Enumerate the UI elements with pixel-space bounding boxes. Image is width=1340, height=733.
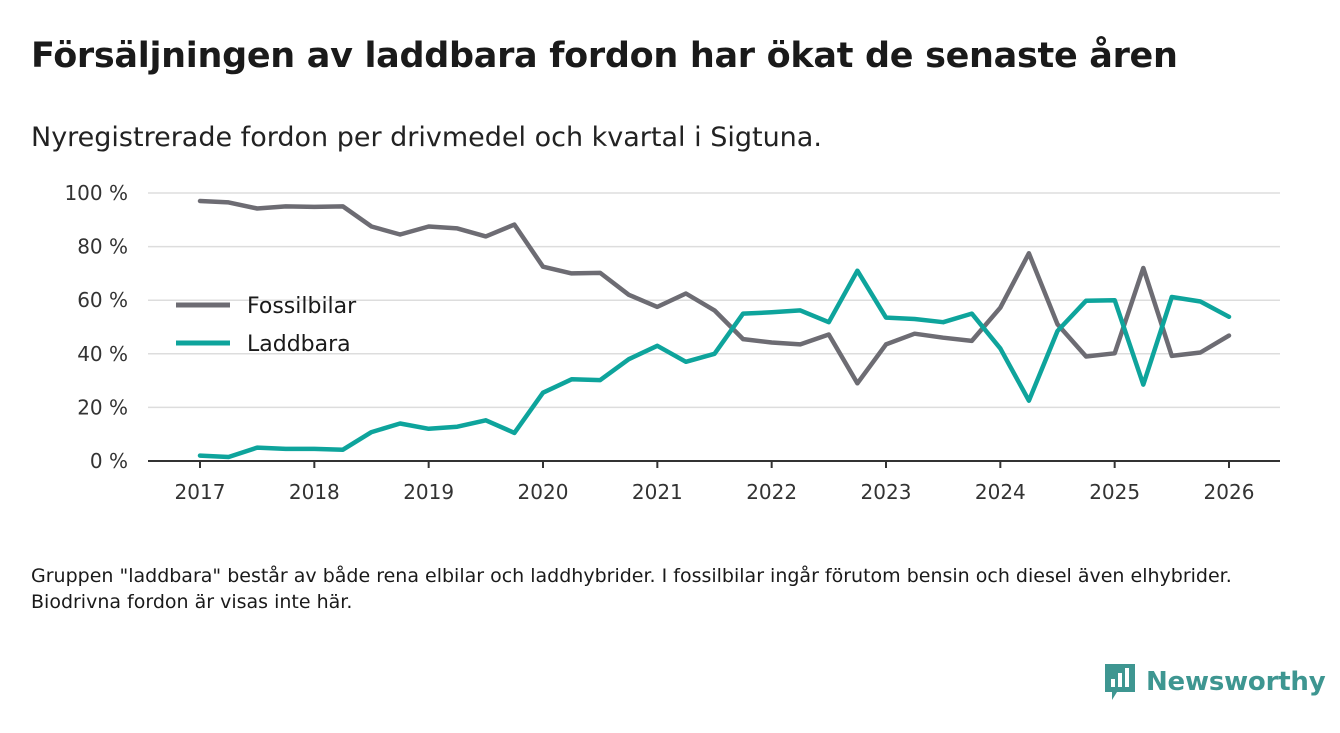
- legend-label-laddbara: Laddbara: [247, 332, 351, 357]
- series-line-fossilbilar: [197, 198, 1232, 386]
- legend-label-fossilbilar: Fossilbilar: [247, 294, 357, 319]
- y-tick-label: 0 %: [90, 449, 128, 473]
- chart-subtitle: Nyregistrerade fordon per drivmedel och …: [31, 122, 822, 153]
- x-tick-label: 2020: [518, 480, 569, 504]
- x-tick-label: 2022: [746, 480, 797, 504]
- x-tick-label: 2025: [1089, 480, 1140, 504]
- y-axis-labels: 0 % 20 % 40 % 60 % 80 % 100 %: [64, 181, 128, 473]
- series-lines: [197, 198, 1232, 460]
- x-tick-label: 2019: [403, 480, 454, 504]
- x-tick-label: 2018: [289, 480, 340, 504]
- line-chart: 0 % 20 % 40 % 60 % 80 % 100 % 2017 2018 2019 202…: [64, 181, 1280, 504]
- y-tick-label: 60 %: [77, 288, 128, 312]
- y-tick-label: 100 %: [64, 181, 128, 205]
- brand-logo[interactable]: Newsworthy: [1103, 662, 1326, 702]
- x-tick-label: 2024: [975, 480, 1026, 504]
- brand-name: Newsworthy: [1146, 667, 1326, 697]
- x-axis: 2017 2018 2019 2020 2021 2022 2023 2024 2025 2026: [148, 460, 1280, 504]
- y-tick-label: 20 %: [77, 395, 128, 419]
- legend: Fossilbilar Laddbara: [176, 294, 357, 357]
- x-tick-label: 2026: [1204, 480, 1255, 504]
- series-line-laddbara: [197, 268, 1232, 460]
- y-tick-label: 80 %: [77, 235, 128, 259]
- footnote: Gruppen "laddbara" består av både rena e…: [31, 565, 1232, 613]
- y-tick-label: 40 %: [77, 342, 128, 366]
- chart-title: Försäljningen av laddbara fordon har öka…: [31, 36, 1178, 76]
- newsworthy-logo-icon: [1105, 664, 1135, 700]
- x-tick-label: 2023: [861, 480, 912, 504]
- x-tick-label: 2017: [175, 480, 226, 504]
- x-tick-label: 2021: [632, 480, 683, 504]
